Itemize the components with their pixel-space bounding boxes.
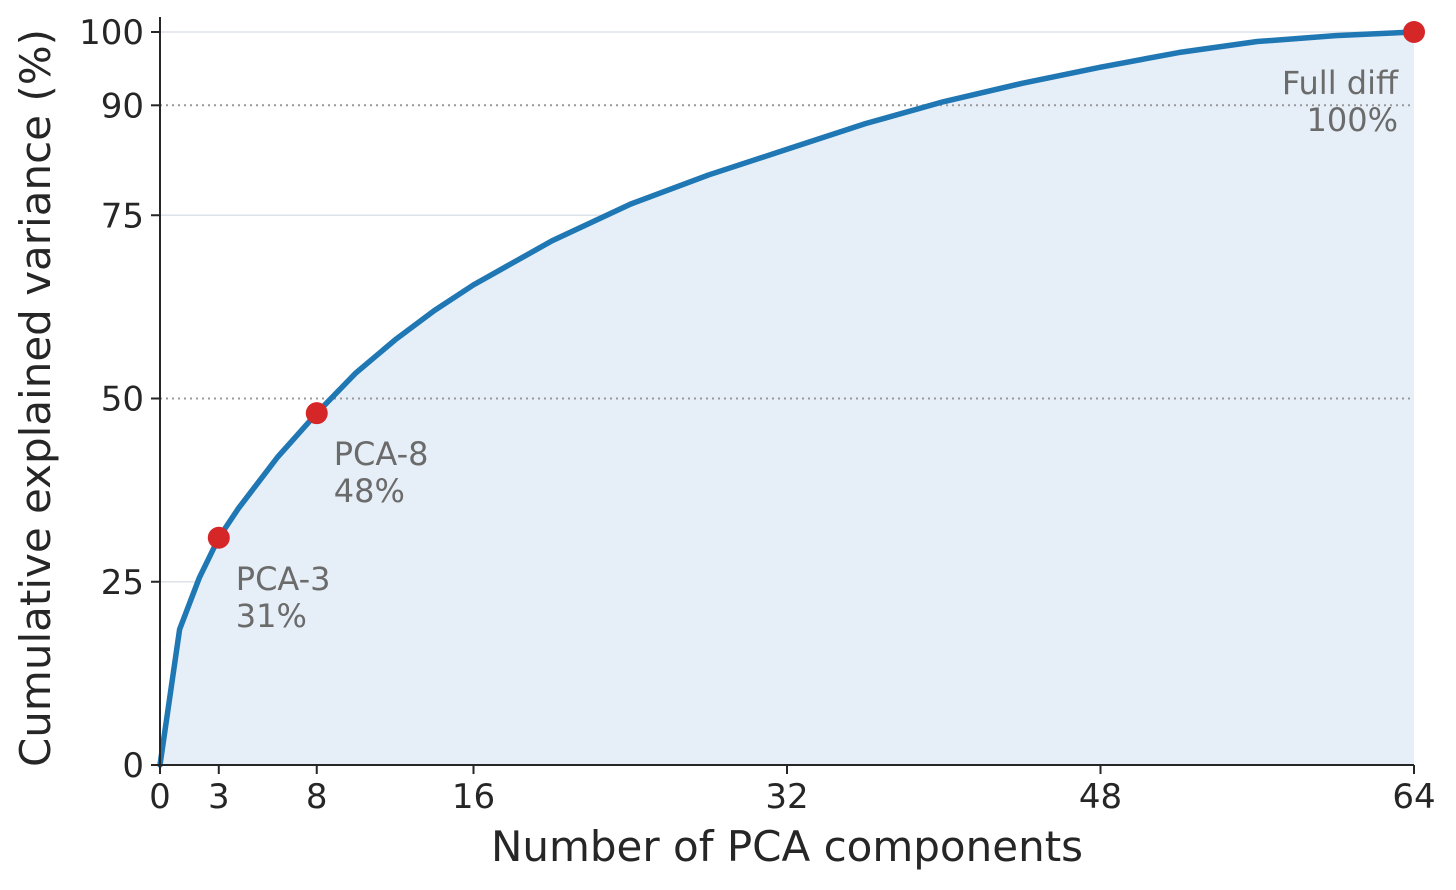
highlight-marker-3 <box>1403 21 1425 43</box>
x-tick-label-3: 3 <box>208 777 230 817</box>
x-tick-label-0: 0 <box>149 777 171 817</box>
highlight-value-2: 48% <box>334 472 405 510</box>
highlight-label-2: PCA-8 <box>334 435 429 473</box>
y-tick-label-25: 25 <box>101 563 144 603</box>
y-tick-label-100: 100 <box>79 13 144 53</box>
highlight-label-1: PCA-3 <box>236 560 331 598</box>
area-layer <box>160 32 1414 765</box>
y-tick-label-75: 75 <box>101 196 144 236</box>
marker-layer <box>207 21 1425 549</box>
x-tick-label-32: 32 <box>765 777 808 817</box>
series-line <box>157 29 1417 768</box>
y-axis-title: Cumulative explained variance (%) <box>11 29 60 767</box>
y-tick-label-90: 90 <box>101 86 144 126</box>
x-axis-title: Number of PCA components <box>491 822 1083 871</box>
highlight-value-3: 100% <box>1307 101 1398 139</box>
area-fill <box>160 32 1414 765</box>
highlight-marker-1 <box>207 526 230 549</box>
x-tick-label-64: 64 <box>1392 777 1435 817</box>
x-tick-label-8: 8 <box>306 777 328 817</box>
x-tick-label-16: 16 <box>452 777 495 817</box>
highlight-label-3: Full diff <box>1282 64 1399 102</box>
line-layer <box>157 29 1417 768</box>
y-tick-label-50: 50 <box>101 380 144 420</box>
y-tick-label-0: 0 <box>122 746 144 786</box>
highlight-marker-2 <box>305 402 328 425</box>
x-tick-label-48: 48 <box>1079 777 1122 817</box>
highlight-value-1: 31% <box>236 597 307 635</box>
